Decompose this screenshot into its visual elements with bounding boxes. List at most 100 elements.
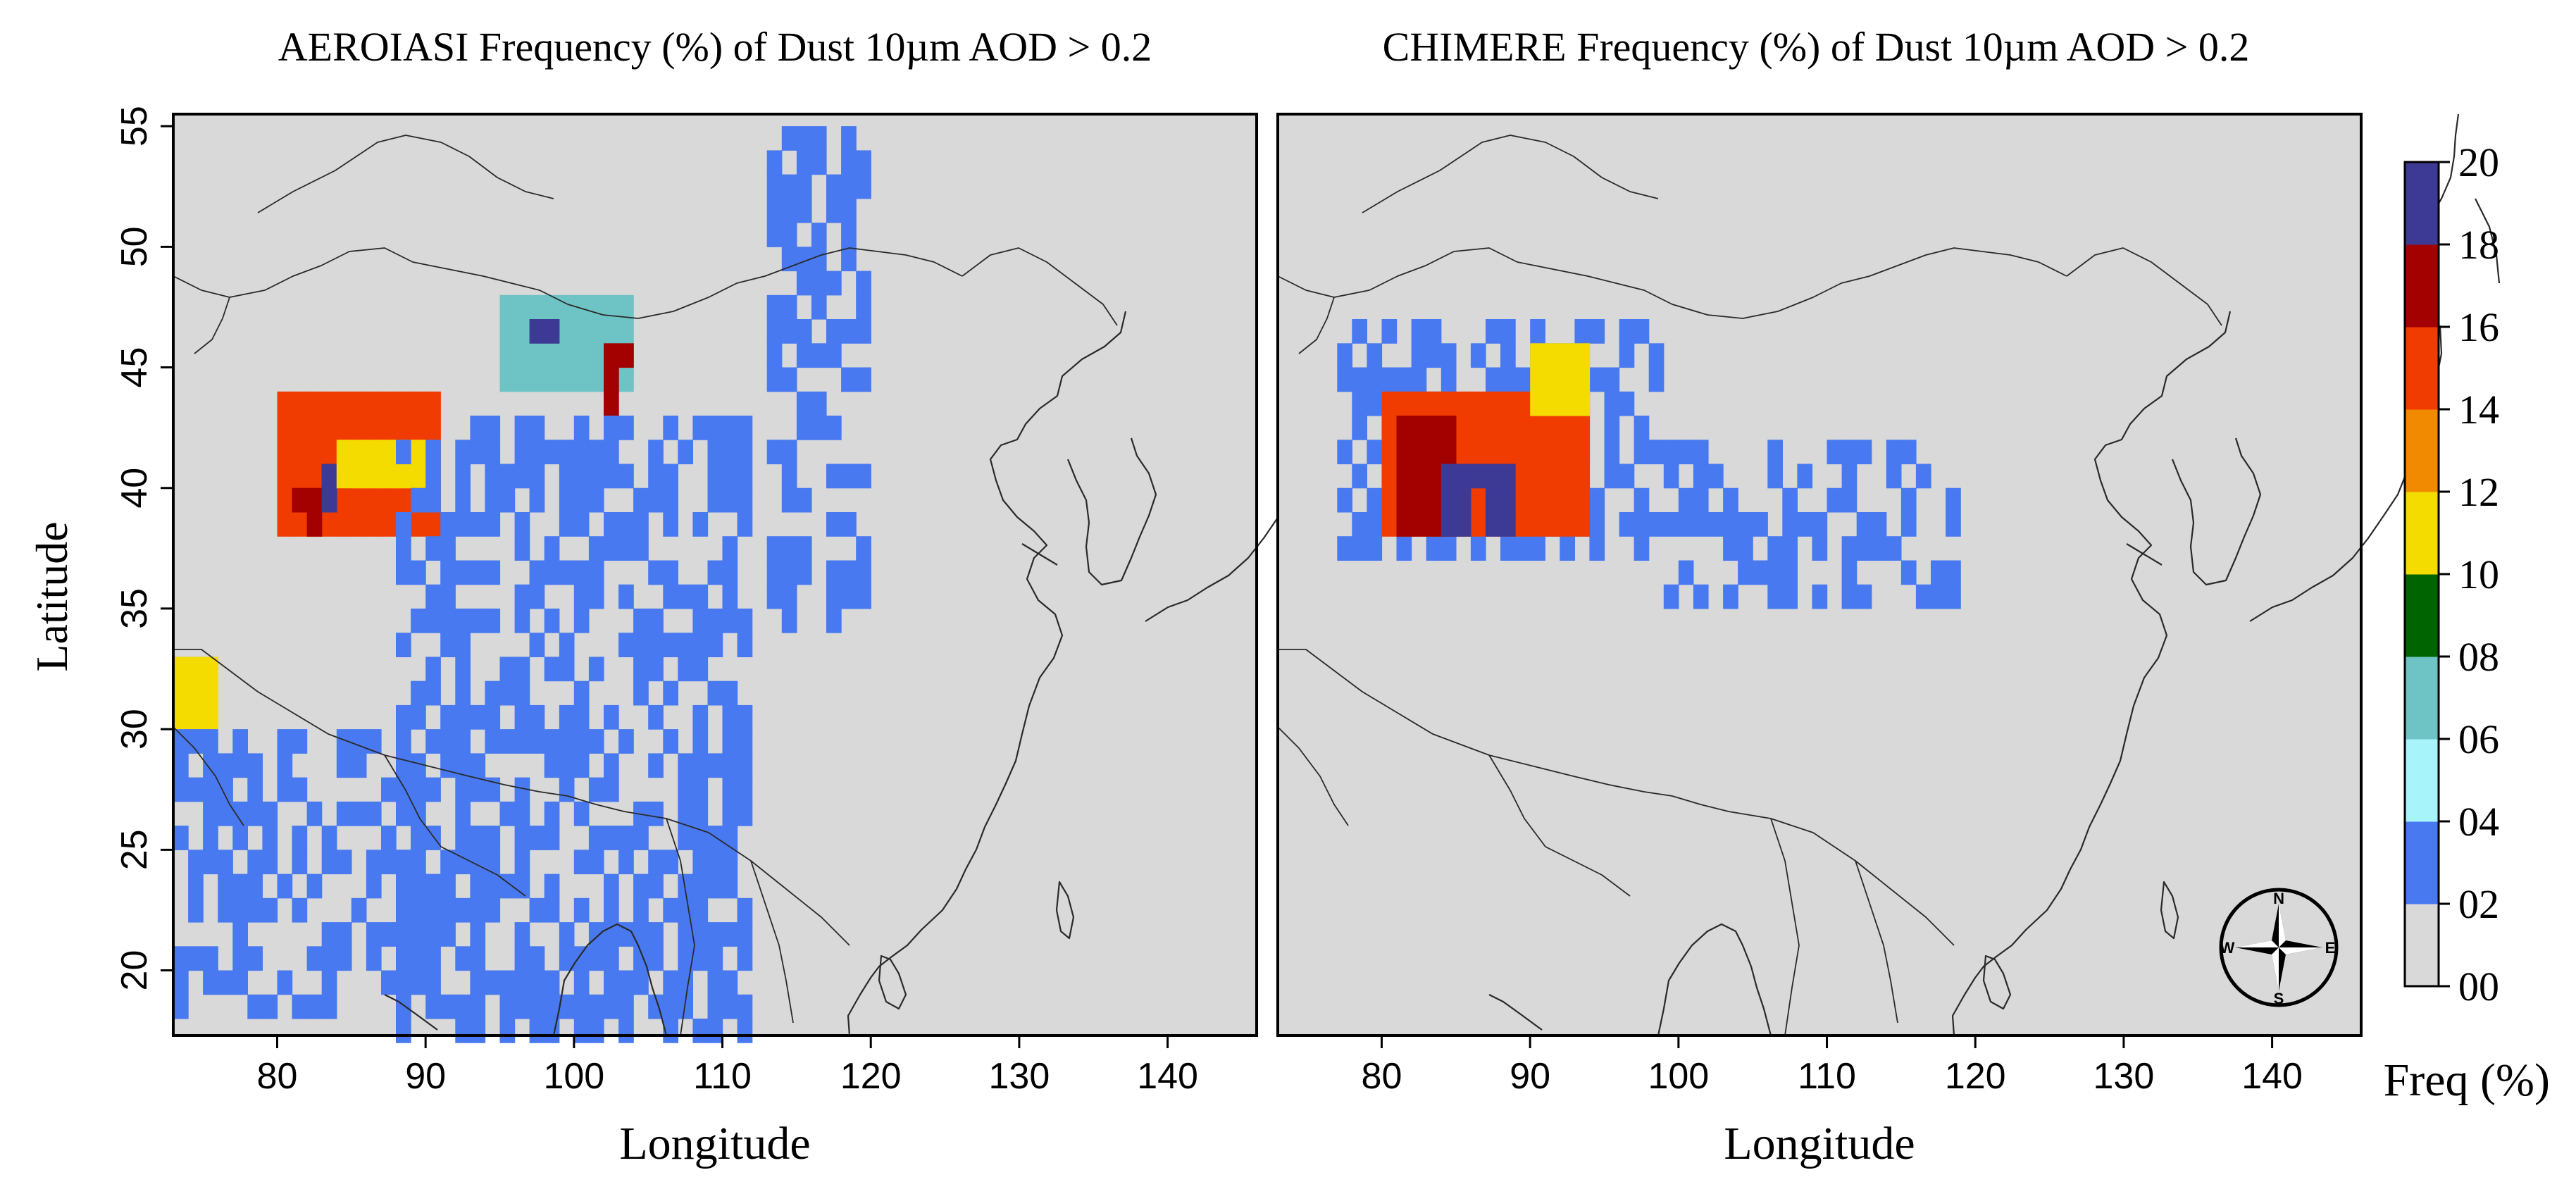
dust-cell	[796, 487, 812, 513]
dust-cell	[1396, 367, 1412, 392]
dust-cell	[529, 729, 545, 754]
left-x-axis-label: Longitude	[619, 1118, 810, 1169]
dust-cell	[604, 536, 619, 561]
dust-cell	[292, 826, 308, 850]
dust-cell	[544, 897, 560, 923]
dust-cell	[1337, 343, 1352, 368]
dust-cell	[336, 512, 352, 537]
dust-cell	[1915, 464, 1931, 489]
dust-cell	[766, 343, 783, 368]
dust-cell	[499, 680, 516, 706]
dust-cell	[411, 777, 426, 802]
dust-cell	[559, 464, 575, 489]
dust-cell	[678, 994, 693, 1019]
dust-cell	[455, 608, 471, 633]
dust-cell	[514, 440, 530, 465]
dust-cell	[737, 946, 753, 971]
dust-cell	[618, 343, 634, 368]
dust-cell	[1486, 512, 1501, 537]
dust-cell	[633, 512, 649, 537]
dust-cell	[856, 367, 871, 392]
dust-cell	[351, 512, 367, 537]
dust-cell	[1634, 319, 1650, 344]
dust-cell	[425, 416, 441, 440]
dust-cell	[588, 560, 604, 585]
dust-cell	[529, 897, 545, 923]
dust-cell	[499, 294, 516, 320]
dust-cell	[826, 608, 842, 633]
dust-cell	[455, 440, 471, 465]
dust-cell	[573, 729, 590, 754]
dust-cell	[796, 343, 812, 368]
dust-cell	[1411, 512, 1427, 537]
dust-cell	[470, 826, 486, 850]
dust-cell	[411, 487, 426, 513]
left-map-frame	[172, 113, 1258, 1037]
dust-cell	[781, 487, 797, 513]
lat-tick-label: 20	[114, 950, 155, 991]
dust-cell	[1426, 319, 1442, 344]
dust-cell	[573, 680, 590, 706]
dust-cell	[1589, 487, 1605, 513]
lat-tick-label: 35	[114, 588, 155, 629]
dust-cell	[841, 367, 857, 392]
dust-cell	[663, 970, 678, 995]
dust-cell	[678, 777, 693, 802]
dust-cell	[1604, 464, 1620, 489]
dust-cell	[529, 970, 545, 995]
dust-cell	[1574, 391, 1591, 416]
dust-cell	[455, 560, 471, 585]
dust-cell	[692, 704, 709, 730]
dust-cell	[440, 704, 456, 730]
dust-cell	[425, 970, 441, 995]
dust-cell	[588, 1019, 604, 1043]
dust-cell	[1352, 464, 1367, 489]
lat-tick-label: 55	[114, 106, 155, 147]
dust-cell	[485, 680, 501, 706]
dust-cell	[440, 729, 456, 754]
dust-cell	[1678, 440, 1694, 465]
dust-cell	[604, 512, 619, 537]
dust-cell	[1367, 343, 1383, 368]
dust-cell	[1426, 536, 1442, 561]
dust-cell	[277, 440, 293, 465]
dust-cell	[455, 850, 471, 875]
dust-cell	[1515, 464, 1531, 489]
dust-cell	[425, 777, 441, 802]
right-x-axis-label: Longitude	[1724, 1118, 1915, 1169]
left-y-axis: 20 25 30 35 40 45 50 55	[114, 106, 173, 990]
dust-cell	[663, 560, 678, 585]
dust-cell	[1486, 367, 1501, 392]
dust-cell	[440, 753, 456, 778]
dust-cell	[796, 391, 812, 416]
dust-cell	[1841, 584, 1858, 609]
dust-cell	[1560, 464, 1575, 489]
dust-cell	[336, 801, 352, 826]
dust-cell	[559, 657, 575, 682]
dust-cell	[604, 897, 619, 923]
dust-cell	[1500, 464, 1516, 489]
dust-cell	[1856, 440, 1872, 465]
dust-cell	[648, 464, 664, 489]
dust-cell	[544, 536, 560, 561]
dust-cell	[336, 464, 352, 489]
dust-cell	[351, 801, 367, 826]
dust-cell	[781, 536, 797, 561]
dust-cell	[1500, 440, 1516, 465]
dust-cell	[440, 512, 456, 537]
lon-tick-label: 80	[257, 1056, 298, 1097]
dust-cell	[396, 416, 411, 440]
dust-cell	[218, 897, 233, 923]
dust-cell	[856, 174, 871, 199]
dust-cell	[470, 704, 486, 730]
dust-cell	[277, 464, 293, 489]
dust-cell	[544, 826, 560, 850]
dust-cell	[203, 850, 218, 875]
dust-cell	[396, 633, 411, 657]
dust-cell	[396, 560, 411, 585]
dust-cell	[722, 729, 738, 754]
dust-cell	[1545, 367, 1560, 392]
dust-cell	[366, 946, 382, 971]
dust-cell	[529, 633, 545, 657]
dust-cell	[573, 560, 590, 585]
